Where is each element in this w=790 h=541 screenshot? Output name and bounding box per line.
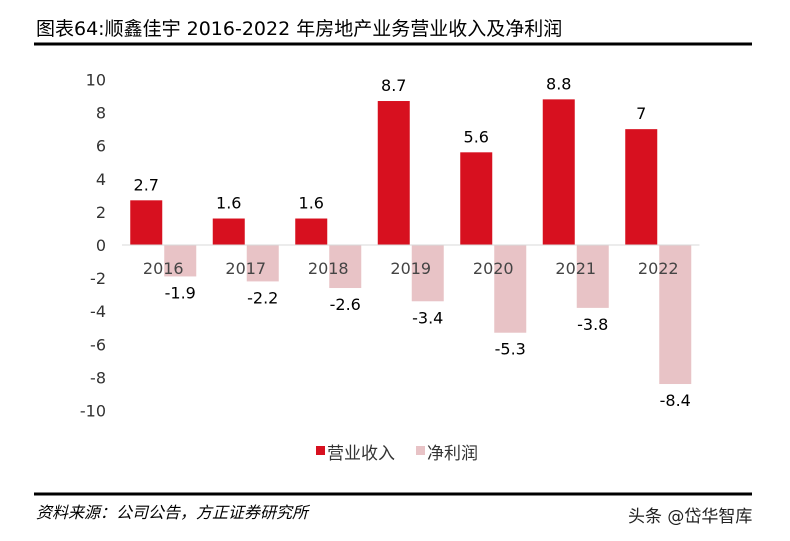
y-tick-label: -4: [90, 302, 106, 321]
data-label: 7: [636, 104, 646, 123]
x-tick-label: 2017: [225, 259, 266, 278]
data-label: -2.6: [330, 295, 361, 314]
bar-revenue: [625, 129, 658, 245]
bar-profit: [329, 245, 362, 289]
data-label: 2.7: [134, 175, 159, 194]
data-label: -1.9: [165, 283, 196, 302]
legend: 营业收入 净利润: [316, 444, 478, 464]
bar-revenue: [460, 152, 493, 245]
y-tick-label: 10: [86, 71, 106, 90]
y-tick-label: 6: [96, 137, 106, 156]
data-label: -5.3: [495, 340, 526, 359]
x-tick-label: 2022: [638, 259, 679, 278]
x-tick-label: 2020: [473, 259, 514, 278]
y-tick-label: -2: [90, 269, 106, 288]
data-label: 5.6: [464, 127, 489, 146]
y-tick-label: 0: [96, 236, 106, 255]
x-tick-label: 2016: [143, 259, 184, 278]
bar-revenue: [130, 200, 163, 245]
y-tick-label: -6: [90, 335, 106, 354]
legend-label-profit: 净利润: [427, 444, 478, 464]
source-note: 资料来源：公司公告，方正证券研究所: [36, 503, 311, 522]
data-label: -8.4: [660, 391, 691, 410]
x-tick-label: 2019: [390, 259, 431, 278]
bar-revenue: [542, 99, 575, 245]
bar-profit: [659, 245, 692, 385]
bar-revenue: [377, 101, 410, 245]
legend-swatch-revenue: [316, 446, 325, 455]
data-label: -3.4: [412, 308, 443, 327]
data-label: 8.7: [381, 76, 406, 95]
plot-area: 10 8 6 4 2 0 -2 -4 -6 -8 -10 2.7 -1.9 2016 1.6 -2.2 2017…: [80, 71, 700, 421]
data-label: 1.6: [299, 194, 324, 213]
bar-revenue: [295, 218, 328, 245]
bar-profit: [576, 245, 609, 308]
watermark: 头条 @岱华智库: [628, 507, 752, 527]
bar-profit: [164, 245, 197, 277]
data-label: -3.8: [577, 315, 608, 334]
y-tick-label: 8: [96, 104, 106, 123]
y-tick-label: -8: [90, 368, 106, 387]
chart-title: 图表64:顺鑫佳宇 2016-2022 年房地产业务营业收入及净利润: [36, 18, 562, 40]
legend-swatch-profit: [416, 446, 425, 455]
y-tick-label: -10: [80, 402, 106, 421]
data-label: 1.6: [216, 194, 241, 213]
bar-profit: [411, 245, 444, 302]
bar-revenue: [212, 218, 245, 245]
x-tick-label: 2021: [555, 259, 596, 278]
data-label: -2.2: [247, 288, 278, 307]
legend-label-revenue: 营业收入: [327, 444, 395, 464]
y-tick-label: 4: [96, 170, 106, 189]
x-tick-label: 2018: [308, 259, 349, 278]
data-label: 8.8: [546, 74, 571, 93]
bar-profit: [494, 245, 527, 333]
bar-profit: [246, 245, 279, 282]
y-tick-label: 2: [96, 203, 106, 222]
